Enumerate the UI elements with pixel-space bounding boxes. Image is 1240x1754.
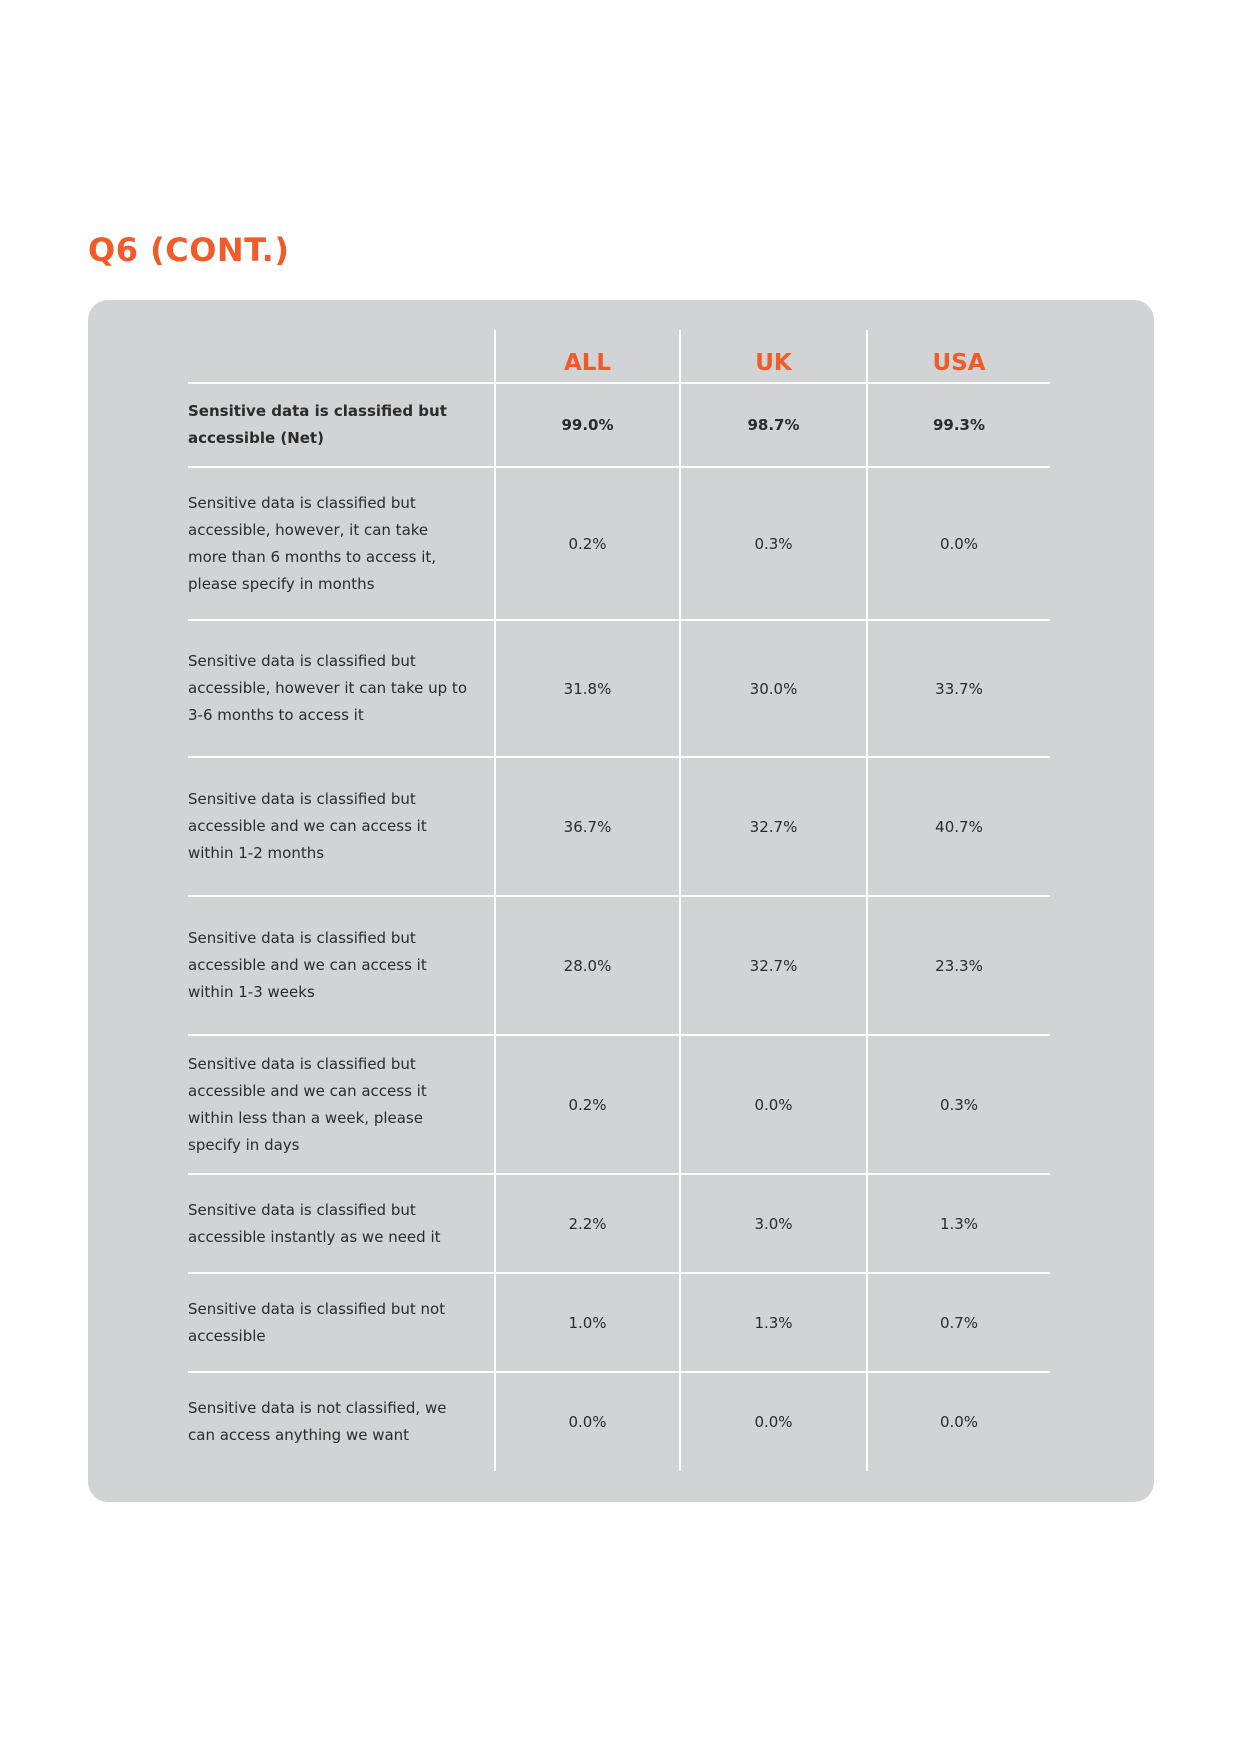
- row-label: Sensitive data is not classified, we can…: [188, 1399, 447, 1444]
- value-usa: 33.7%: [866, 620, 1050, 758]
- value-all: 1.0%: [494, 1273, 680, 1373]
- value-uk: 98.7%: [679, 383, 867, 468]
- value-uk: 0.0%: [679, 1372, 867, 1471]
- row-label: Sensitive data is classified but accessi…: [188, 1174, 495, 1274]
- row-label: Sensitive data is classified but accessi…: [188, 1035, 495, 1175]
- row-label: Sensitive data is classified but accessi…: [188, 467, 495, 621]
- table-row: Sensitive data is classified but accessi…: [188, 383, 1050, 468]
- value-uk: 0.0%: [679, 1035, 867, 1175]
- value-all: 31.8%: [494, 620, 680, 758]
- header-row: ALL UK USA: [188, 330, 1050, 384]
- page-title: Q6 (CONT.): [88, 231, 290, 269]
- row-label: Sensitive data is classified but accessi…: [188, 383, 495, 468]
- value-usa: 0.0%: [866, 467, 1050, 621]
- value-uk: 32.7%: [679, 757, 867, 897]
- value-uk: 0.3%: [679, 467, 867, 621]
- table-row: Sensitive data is classified but accessi…: [188, 1174, 1050, 1274]
- table-row: Sensitive data is classified but accessi…: [188, 467, 1050, 621]
- column-header-usa: USA: [866, 330, 1050, 384]
- value-uk: 32.7%: [679, 896, 867, 1036]
- table-row: Sensitive data is classified but accessi…: [188, 896, 1050, 1036]
- column-header-label: [188, 330, 495, 384]
- table-row: Sensitive data is classified but not acc…: [188, 1273, 1050, 1373]
- value-all: 0.2%: [494, 1035, 680, 1175]
- row-label: Sensitive data is classified but not acc…: [188, 1273, 495, 1373]
- value-uk: 1.3%: [679, 1273, 867, 1373]
- results-table: ALL UK USA Sensitive data is classified …: [188, 330, 1050, 1471]
- value-usa: 0.7%: [866, 1273, 1050, 1373]
- value-usa: 0.0%: [866, 1372, 1050, 1471]
- value-usa: 23.3%: [866, 896, 1050, 1036]
- table-row: Sensitive data is classified but accessi…: [188, 620, 1050, 758]
- value-all: 0.0%: [494, 1372, 680, 1471]
- value-uk: 3.0%: [679, 1174, 867, 1274]
- row-label: Sensitive data is classified but accessi…: [188, 896, 495, 1036]
- table-row: Sensitive data is not classified, we can…: [188, 1372, 1050, 1471]
- column-header-uk: UK: [679, 330, 867, 384]
- value-usa: 99.3%: [866, 383, 1050, 468]
- value-usa: 0.3%: [866, 1035, 1050, 1175]
- value-all: 99.0%: [494, 383, 680, 468]
- value-all: 28.0%: [494, 896, 680, 1036]
- value-uk: 30.0%: [679, 620, 867, 758]
- column-header-all: ALL: [494, 330, 680, 384]
- value-all: 2.2%: [494, 1174, 680, 1274]
- row-label: Sensitive data is classified but accessi…: [188, 757, 495, 897]
- table-row: Sensitive data is classified but accessi…: [188, 757, 1050, 897]
- value-all: 36.7%: [494, 757, 680, 897]
- value-all: 0.2%: [494, 467, 680, 621]
- row-label: Sensitive data is classified but accessi…: [188, 620, 495, 758]
- table-panel: ALL UK USA Sensitive data is classified …: [88, 300, 1154, 1502]
- value-usa: 40.7%: [866, 757, 1050, 897]
- table-row: Sensitive data is classified but accessi…: [188, 1035, 1050, 1175]
- value-usa: 1.3%: [866, 1174, 1050, 1274]
